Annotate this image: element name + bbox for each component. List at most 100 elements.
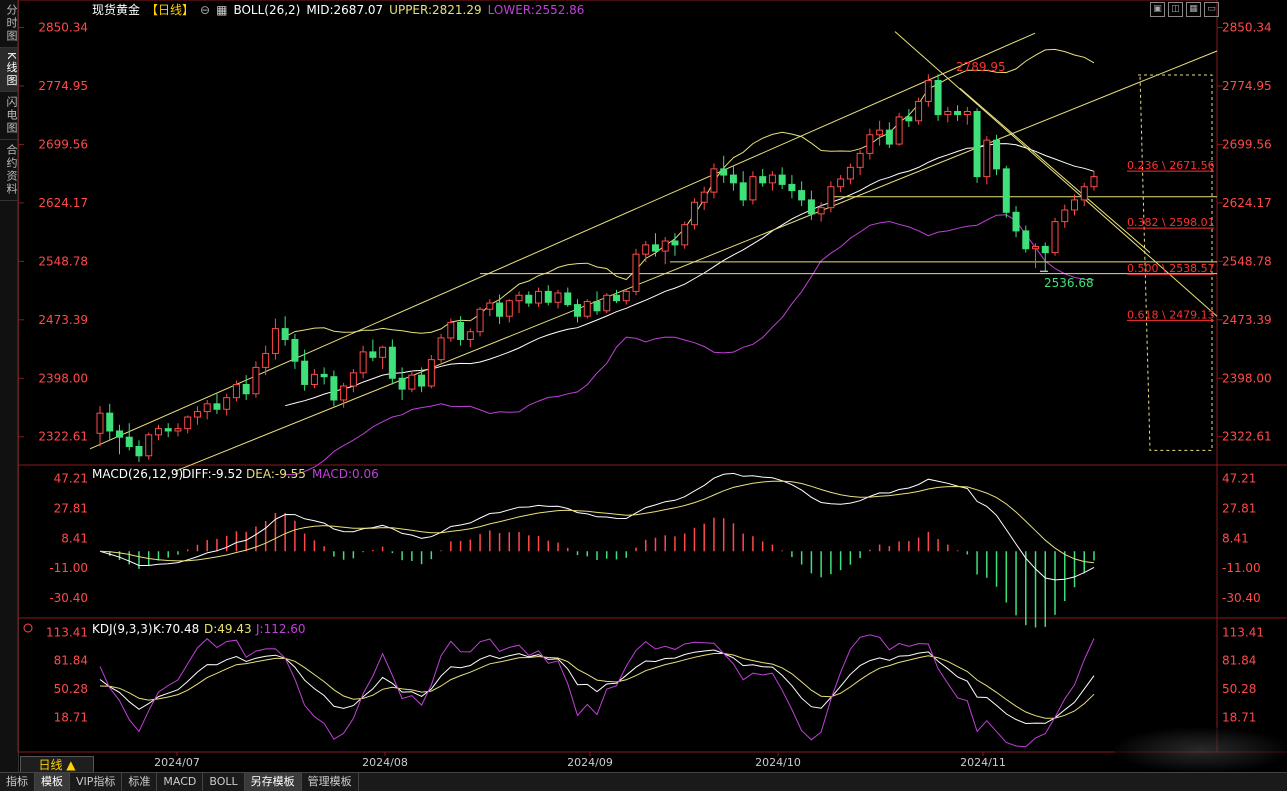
candle-body-47 — [554, 292, 562, 303]
macd-axis-left-1: 27.81 — [54, 501, 88, 515]
header-period: 【日线】 — [146, 3, 194, 17]
main-axis-label-right-2: 2699.56 — [1222, 137, 1272, 151]
kdj-label: KDJ(9,3,3) — [92, 622, 153, 636]
candle-body-50 — [583, 300, 591, 317]
bottom-tab-3[interactable]: 标准 — [122, 773, 158, 791]
main-axis-label-left-5: 2473.39 — [38, 313, 88, 327]
left-tab-bar: 分时图 K线图 闪电图 合约资料 — [0, 0, 19, 772]
boll-mid-line — [285, 143, 1095, 407]
left-tab-2[interactable]: 闪电图 — [0, 92, 18, 141]
candle-body-31 — [398, 377, 406, 390]
candle-body-96 — [1032, 245, 1040, 250]
candle-body-18 — [271, 328, 279, 354]
macd-label: MACD(26,12,9) — [92, 467, 183, 481]
bottom-tab-4[interactable]: MACD — [157, 773, 204, 791]
macd-axis-left-0: 47.21 — [54, 471, 88, 485]
candle-body-72 — [798, 190, 806, 201]
bottom-tab-5[interactable]: BOLL — [203, 773, 245, 791]
candle-body-59 — [671, 240, 679, 246]
candle-body-28 — [369, 351, 377, 358]
candle-body-86 — [934, 79, 942, 116]
kdj-axis-left-2: 50.28 — [54, 682, 88, 696]
restore-icon[interactable]: ▭ — [1204, 2, 1219, 17]
main-axis-label-left-2: 2699.56 — [38, 137, 88, 151]
kdj-k-line — [99, 649, 1095, 725]
candle-body-78 — [856, 152, 864, 168]
macd-dea: DEA:-9.55 — [246, 467, 306, 481]
x-axis-label-4: 2024/11 — [960, 756, 1006, 769]
candle-body-24 — [330, 376, 338, 401]
candle-body-44 — [525, 294, 533, 304]
kdj-axis-right-2: 50.28 — [1222, 682, 1256, 696]
period-selector-button[interactable]: 日线 ▲ — [20, 756, 94, 774]
x-axis-label-3: 2024/10 — [755, 756, 801, 769]
candle-body-25 — [340, 385, 348, 401]
main-axis-label-right-7: 2322.61 — [1222, 430, 1272, 444]
candle-body-83 — [905, 116, 913, 122]
candle-body-7 — [164, 428, 172, 432]
candle-body-64 — [720, 168, 728, 176]
candle-body-22 — [310, 373, 318, 385]
candle-body-62 — [700, 191, 708, 203]
candle-body-52 — [603, 294, 611, 312]
split-icon[interactable]: ◫ — [1168, 2, 1183, 17]
candle-body-73 — [807, 199, 815, 215]
candle-body-67 — [749, 176, 757, 201]
candle-body-84 — [915, 100, 923, 122]
candle-body-46 — [544, 290, 552, 303]
fib-level-label-1: 0.382 \ 2598.01 — [1127, 216, 1215, 229]
fib-level-label-0: 0.236 \ 2671.56 — [1127, 159, 1215, 172]
macd-axis-left-3: -11.00 — [49, 561, 88, 575]
candle-body-74 — [817, 207, 825, 215]
left-tab-1[interactable]: K线图 — [0, 48, 18, 93]
x-axis-label-1: 2024/08 — [362, 756, 408, 769]
candle-body-21 — [301, 360, 309, 385]
candle-body-8 — [174, 428, 182, 432]
candle-body-68 — [759, 176, 767, 184]
settings-icon: ⊖ — [200, 3, 210, 17]
bottom-tab-1[interactable]: 模板 — [35, 773, 70, 791]
x-axis-label-2: 2024/09 — [567, 756, 613, 769]
candle-body-19 — [281, 328, 289, 340]
main-axis-label-right-0: 2850.34 — [1222, 20, 1272, 34]
candle-body-29 — [379, 346, 387, 358]
left-tab-3[interactable]: 合约资料 — [0, 140, 18, 202]
candle-body-9 — [184, 416, 192, 430]
candle-body-0 — [96, 412, 104, 434]
candle-body-35 — [437, 337, 445, 361]
candle-body-13 — [223, 397, 231, 410]
candle-body-81 — [885, 129, 893, 145]
maximize-icon[interactable]: ▣ — [1150, 2, 1165, 17]
bottom-tab-0[interactable]: 指标 — [0, 773, 35, 791]
candle-body-48 — [564, 292, 572, 306]
macd-axis-right-4: -30.40 — [1222, 591, 1261, 605]
left-tab-0[interactable]: 分时图 — [0, 0, 18, 48]
candle-body-99 — [1061, 209, 1069, 223]
tile-icon[interactable]: ▦ — [1186, 2, 1201, 17]
candle-body-42 — [505, 300, 513, 317]
candle-body-85 — [924, 79, 932, 102]
candle-body-77 — [846, 166, 854, 180]
candle-body-95 — [1022, 230, 1030, 250]
macd-diff-line — [99, 472, 1095, 581]
bottom-tab-7[interactable]: 管理模板 — [302, 773, 359, 791]
candle-body-32 — [408, 374, 416, 390]
candle-body-6 — [154, 428, 162, 436]
macd-diff: DIFF:-9.52 — [182, 467, 243, 481]
kdj-axis-left-3: 18.71 — [54, 710, 88, 724]
bottom-tab-2[interactable]: VIP指标 — [70, 773, 123, 791]
chart-canvas[interactable]: 2850.34 2850.34 2774.95 2774.95 2699.56 2699.… — [0, 0, 1287, 772]
trend-line-1 — [174, 50, 1218, 472]
main-axis-label-right-1: 2774.95 — [1222, 79, 1272, 93]
candle-body-39 — [476, 308, 484, 333]
bottom-tab-6[interactable]: 另存模板 — [244, 773, 302, 791]
candle-body-14 — [232, 383, 240, 399]
candle-body-58 — [661, 240, 669, 252]
candle-body-10 — [193, 411, 201, 418]
candle-body-65 — [729, 174, 737, 184]
candle-body-27 — [359, 351, 367, 374]
kdj-d: D:49.43 — [204, 622, 252, 636]
boll-lower-line — [285, 214, 1095, 476]
candle-body-15 — [242, 383, 250, 395]
plot-frame — [17, 0, 1218, 753]
